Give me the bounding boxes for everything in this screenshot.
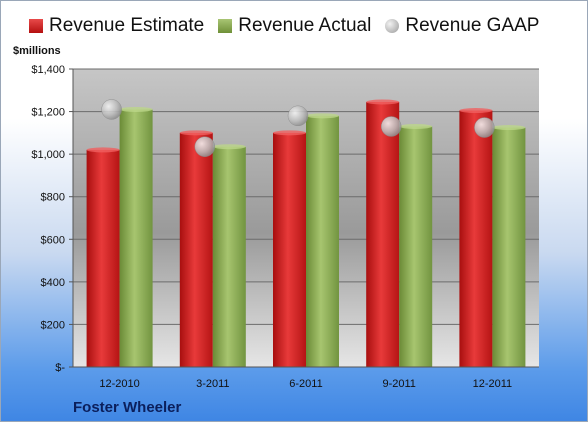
gaap-points [101, 99, 495, 157]
company-name: Foster Wheeler [73, 399, 182, 416]
bar-revenue-estimate [179, 132, 213, 367]
point-revenue-gaap [474, 117, 495, 138]
x-tick-label: 12-2010 [99, 378, 139, 390]
bar-revenue-actual [212, 146, 246, 367]
bar-revenue-actual-cap [399, 123, 433, 129]
bar-revenue-actual-cap [212, 144, 246, 150]
y-tick-label: $1,400 [31, 64, 65, 76]
x-axis-ticks: 12-2010 3-2011 6-2011 9-2011 12-2011 [73, 366, 539, 390]
bar-revenue-actual [306, 115, 339, 367]
y-tick-label: $600 [41, 234, 65, 246]
y-tick-label: $1,200 [31, 107, 65, 119]
x-tick-label: 6-2011 [289, 378, 322, 390]
legend-swatch-actual [218, 19, 233, 33]
bar-revenue-estimate [366, 101, 400, 367]
bar-revenue-actual [492, 127, 526, 368]
y-tick-label: $400 [41, 277, 65, 289]
bar-revenue-estimate [273, 132, 306, 367]
bar-revenue-estimate-cap [273, 130, 306, 136]
x-tick-label: 9-2011 [382, 378, 415, 390]
bar-revenue-actual [399, 126, 433, 367]
y-axis-unit-label: $millions [13, 45, 61, 57]
bars [86, 99, 526, 368]
legend-item-actual: Revenue Actual [218, 15, 371, 37]
bar-revenue-actual-cap [492, 125, 526, 131]
point-revenue-gaap [194, 136, 216, 157]
legend-item-estimate: Revenue Estimate [29, 15, 204, 37]
y-tick-label: $1,000 [31, 149, 65, 161]
point-revenue-gaap [380, 116, 402, 137]
y-tick-label: $800 [41, 192, 65, 204]
y-axis-ticks: $- $200 $400 $600 $800 $1,000 $1,200 $1,400 [31, 64, 74, 374]
legend-label-estimate: Revenue Estimate [49, 15, 205, 36]
y-tick-label: $200 [41, 319, 65, 331]
y-tick-label: $- [55, 362, 65, 374]
legend-item-gaap: Revenue GAAP [385, 15, 539, 37]
bar-revenue-actual-cap [119, 106, 153, 112]
legend-marker-gaap [385, 19, 400, 33]
point-revenue-gaap [101, 99, 122, 120]
chart-legend: Revenue Estimate Revenue Actual Revenue … [29, 13, 539, 39]
bar-revenue-estimate [459, 110, 493, 367]
point-revenue-gaap [287, 105, 309, 127]
legend-label-actual: Revenue Actual [238, 15, 372, 36]
bar-revenue-estimate-cap [366, 99, 400, 105]
bar-revenue-actual-cap [306, 113, 339, 119]
legend-swatch-estimate [29, 19, 43, 33]
bar-revenue-estimate [86, 149, 120, 367]
bar-revenue-estimate-cap [459, 108, 493, 114]
bar-revenue-actual [119, 109, 153, 367]
x-tick-label: 12-2011 [473, 378, 513, 390]
legend-label-gaap: Revenue GAAP [405, 15, 540, 36]
bar-revenue-estimate-cap [86, 147, 120, 153]
bar-revenue-estimate-cap [179, 130, 213, 136]
x-tick-label: 3-2011 [196, 378, 229, 390]
